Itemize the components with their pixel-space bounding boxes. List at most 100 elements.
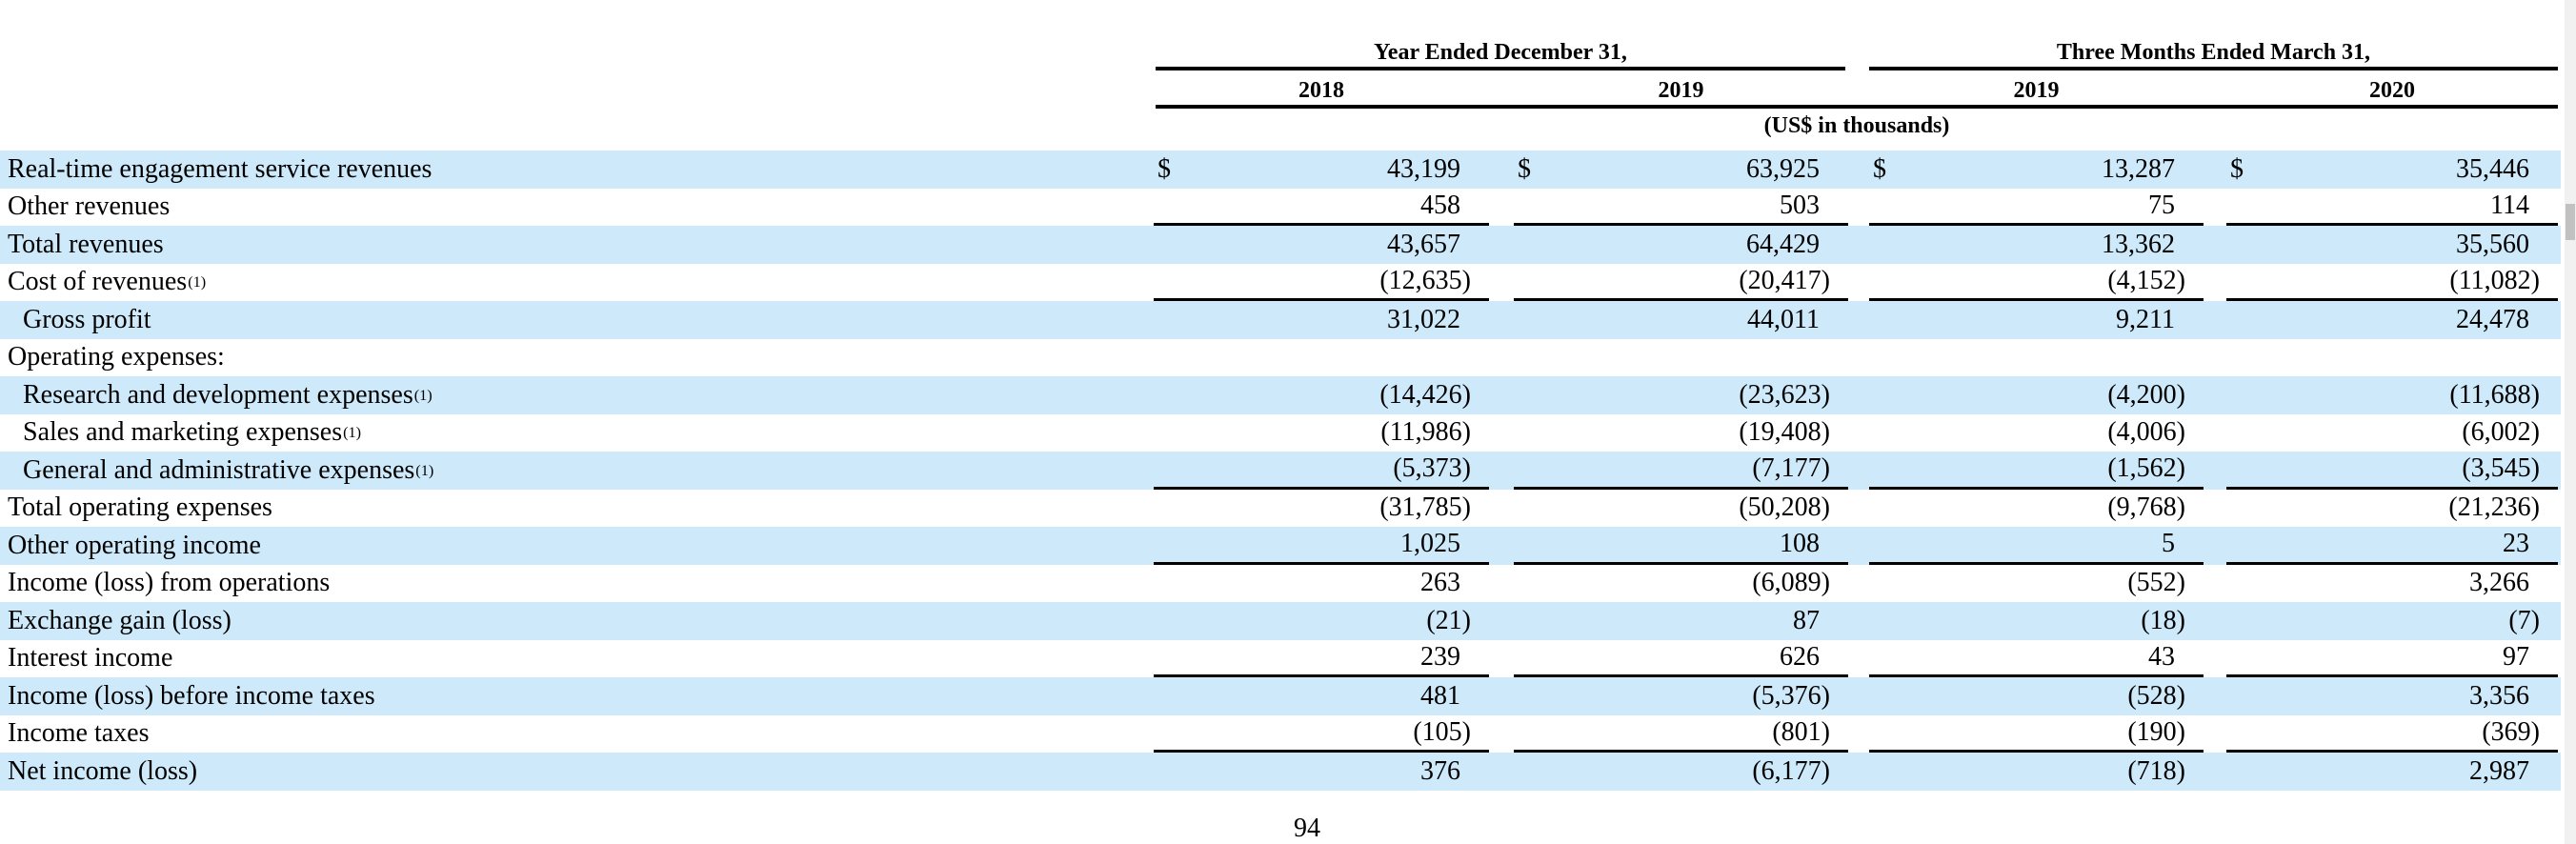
row-label: Total revenues bbox=[8, 229, 164, 259]
value-cell-q1-2019 bbox=[1869, 339, 2204, 377]
value-cell-q1-2019: (18) bbox=[2141, 605, 2185, 635]
value-cell-fy2018: (31,785) bbox=[1379, 492, 1471, 523]
value-cell-fy2018: (21) bbox=[1426, 605, 1471, 635]
value-cell-q1-2020: (3,545) bbox=[2226, 452, 2558, 490]
row-label: Total operating expenses bbox=[8, 492, 272, 523]
table-row: Income taxes (105) (801) (190) (369) bbox=[0, 715, 2561, 753]
value-cell-q1-2020: 2,987 bbox=[2469, 755, 2529, 786]
value-cell-q1-2019: (718) bbox=[2127, 755, 2185, 786]
table-row: Interest income 239 626 43 97 bbox=[0, 640, 2561, 677]
value-cell-fy2018: 263 bbox=[1420, 568, 1460, 598]
value-cell-q1-2019: $13,287 bbox=[1869, 151, 2204, 189]
dollar-sign: $ bbox=[1873, 153, 1886, 184]
table-row: Real-time engagement service revenues $4… bbox=[0, 151, 2561, 189]
row-label: Sales and marketing expenses (1) bbox=[23, 417, 362, 448]
year-header-rule bbox=[1156, 105, 2558, 109]
page-number: 94 bbox=[1294, 814, 1320, 843]
row-label: Research and development expenses (1) bbox=[23, 379, 433, 410]
row-label: Gross profit bbox=[23, 304, 151, 334]
value-cell-fy2018: 1,025 bbox=[1154, 527, 1489, 565]
table-row: Cost of revenues (1) (12,635) (20,417) (4… bbox=[0, 264, 2561, 301]
row-label: Cost of revenues (1) bbox=[8, 267, 207, 297]
value-cell-q1-2019: (4,006) bbox=[2107, 417, 2185, 448]
value-cell-q1-2020: 114 bbox=[2226, 189, 2558, 226]
value-cell-q1-2020: 97 bbox=[2226, 640, 2558, 677]
table-row: Net income (loss) 376 (6,177) (718) 2,98… bbox=[0, 753, 2561, 791]
value-cell-q1-2020 bbox=[2226, 339, 2558, 377]
value-cell-fy2018: 31,022 bbox=[1387, 304, 1460, 334]
value-cell-fy2019 bbox=[1514, 339, 1848, 377]
value-cell-fy2019: (801) bbox=[1514, 715, 1848, 753]
units-note: (US$ in thousands) bbox=[1763, 113, 1950, 138]
table-row: Exchange gain (loss) (21) 87 (18) (7) bbox=[0, 602, 2561, 640]
table-row: Total revenues 43,657 64,429 13,362 35,5… bbox=[0, 226, 2561, 264]
value-cell-fy2018: (105) bbox=[1154, 715, 1489, 753]
row-label: Exchange gain (loss) bbox=[8, 605, 231, 635]
value-cell-q1-2019: 75 bbox=[1869, 189, 2204, 226]
dollar-sign: $ bbox=[2230, 153, 2244, 184]
scrollbar-thumb[interactable] bbox=[2566, 204, 2575, 240]
value-cell-q1-2019: (4,200) bbox=[2107, 379, 2185, 410]
value-cell-fy2019: 44,011 bbox=[1747, 304, 1820, 334]
table-row: Other operating income 1,025 108 5 23 bbox=[0, 527, 2561, 565]
value-cell-q1-2020: (11,082) bbox=[2226, 264, 2558, 301]
value-cell-q1-2020: $35,446 bbox=[2226, 151, 2558, 189]
column-header-2019-q1: 2019 bbox=[2013, 78, 2060, 103]
value-cell-q1-2019: 9,211 bbox=[2116, 304, 2175, 334]
value-cell-fy2019: 503 bbox=[1514, 189, 1848, 226]
value-cell-fy2018: (12,635) bbox=[1154, 264, 1489, 301]
value-cell-q1-2019: (4,152) bbox=[1869, 264, 2204, 301]
value-cell-fy2018 bbox=[1154, 339, 1489, 377]
value-cell-fy2018: (5,373) bbox=[1154, 452, 1489, 490]
value-cell-fy2018: (11,986) bbox=[1380, 417, 1471, 448]
table-row: Sales and marketing expenses (1) (11,986)… bbox=[0, 414, 2561, 452]
row-label: General and administrative expenses (1) bbox=[23, 454, 434, 485]
row-label: Income taxes bbox=[8, 718, 150, 749]
value-cell-q1-2019: (190) bbox=[1869, 715, 2204, 753]
value-cell-fy2019: (20,417) bbox=[1514, 264, 1848, 301]
value-cell-q1-2019: (528) bbox=[2127, 680, 2185, 711]
value-cell-q1-2019: 13,362 bbox=[2102, 229, 2175, 259]
column-group-three-months-ended: Three Months Ended March 31, bbox=[2056, 40, 2371, 65]
table-row: Income (loss) from operations 263 (6,089… bbox=[0, 565, 2561, 603]
value-cell-fy2018: 239 bbox=[1154, 640, 1489, 677]
value-cell-q1-2019: 43 bbox=[1869, 640, 2204, 677]
value-cell-fy2019: (6,089) bbox=[1752, 568, 1830, 598]
table-row: Other revenues 458 503 75 114 bbox=[0, 189, 2561, 226]
value-cell-q1-2020: 35,560 bbox=[2456, 229, 2529, 259]
column-header-2020-q1: 2020 bbox=[2369, 78, 2415, 103]
table-row: Gross profit 31,022 44,011 9,211 24,478 bbox=[0, 301, 2561, 339]
value-cell-fy2019: (19,408) bbox=[1739, 417, 1830, 448]
value-cell-q1-2020: 3,266 bbox=[2469, 568, 2529, 598]
vertical-scrollbar[interactable] bbox=[2565, 0, 2576, 844]
value-cell-fy2018: 376 bbox=[1420, 755, 1460, 786]
value-cell-fy2019: 626 bbox=[1514, 640, 1848, 677]
row-label: Net income (loss) bbox=[8, 755, 198, 786]
row-label: Operating expenses: bbox=[8, 342, 225, 372]
value-cell-q1-2020: (6,002) bbox=[2462, 417, 2540, 448]
value-cell-fy2018: 458 bbox=[1154, 189, 1489, 226]
value-cell-fy2019: (23,623) bbox=[1739, 379, 1830, 410]
value-cell-q1-2020: 3,356 bbox=[2469, 680, 2529, 711]
table-row: Research and development expenses (1) (14… bbox=[0, 376, 2561, 414]
row-label: Real-time engagement service revenues bbox=[8, 153, 433, 184]
dollar-sign: $ bbox=[1518, 153, 1531, 184]
statement-rows: Real-time engagement service revenues $4… bbox=[0, 151, 2561, 791]
value-cell-q1-2019: (1,562) bbox=[1869, 452, 2204, 490]
row-label: Other revenues bbox=[8, 191, 171, 222]
value-cell-q1-2019: (552) bbox=[2127, 568, 2185, 598]
column-header-2019-annual: 2019 bbox=[1658, 78, 1704, 103]
value-cell-q1-2020: (11,688) bbox=[2449, 379, 2540, 410]
column-header-2018: 2018 bbox=[1298, 78, 1344, 103]
row-label: Interest income bbox=[8, 643, 173, 673]
value-cell-fy2018: $43,199 bbox=[1154, 151, 1489, 189]
value-cell-q1-2020: (369) bbox=[2226, 715, 2558, 753]
value-cell-q1-2020: (7) bbox=[2508, 605, 2540, 635]
value-cell-fy2019: (50,208) bbox=[1739, 492, 1830, 523]
value-cell-fy2019: (6,177) bbox=[1752, 755, 1830, 786]
row-label: Income (loss) from operations bbox=[8, 568, 331, 598]
value-cell-q1-2020: 24,478 bbox=[2456, 304, 2529, 334]
table-row: Operating expenses: bbox=[0, 339, 2561, 377]
group-rule-right bbox=[1869, 67, 2558, 70]
